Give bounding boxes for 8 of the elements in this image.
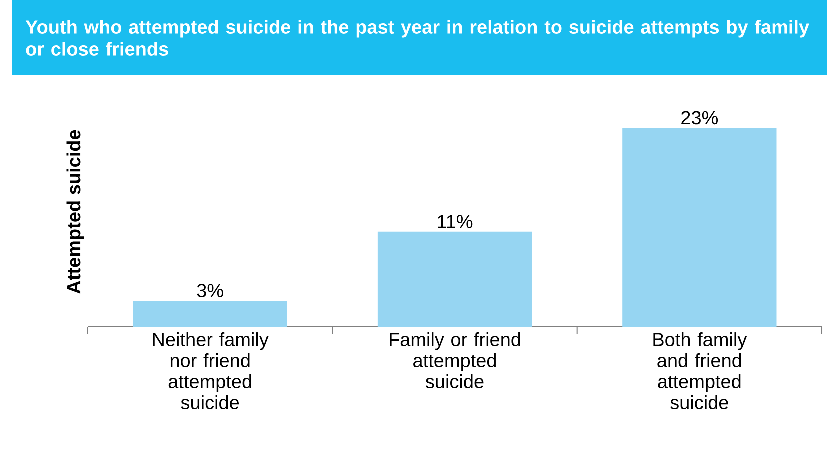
chart-title: Youth who attempted suicide in the past year in relation to suicide attempts by family or close friends <box>26 20 810 56</box>
x-tick-label: Family or friend attempted suicide <box>390 332 520 388</box>
x-tick-label: Both family and friend attempted suicide <box>654 332 748 410</box>
data-label: 11% <box>438 215 473 228</box>
x-tick-label: Neither family nor friend attempted suicide <box>153 332 269 410</box>
data-label: 23% <box>682 111 718 125</box>
y-axis-title: Attempted suicide <box>66 130 84 294</box>
data-label: 3% <box>197 284 224 298</box>
